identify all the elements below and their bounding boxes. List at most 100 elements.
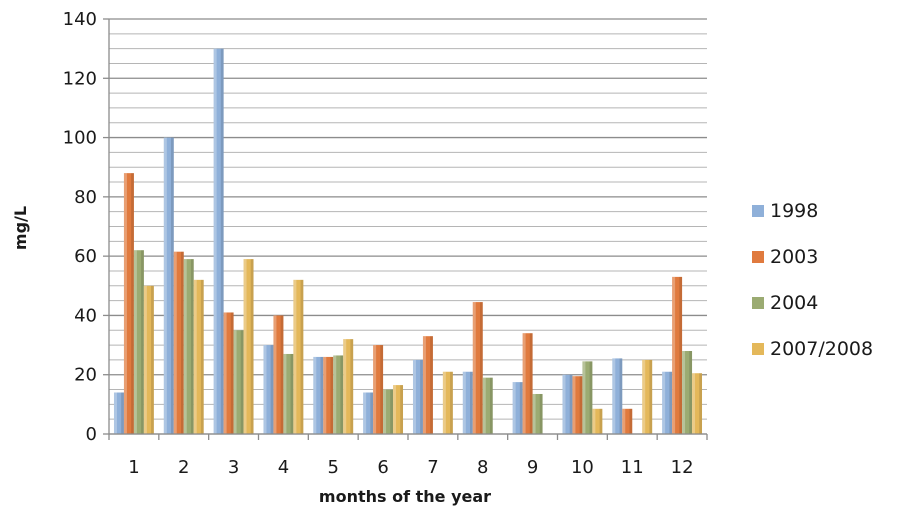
bar-shade <box>320 356 324 434</box>
bar <box>482 377 493 434</box>
bar <box>662 371 673 434</box>
bar-shade <box>280 315 284 434</box>
bar-shade <box>230 312 234 434</box>
bar <box>193 279 204 434</box>
bar-highlight <box>193 279 197 434</box>
bar-fill <box>422 336 433 434</box>
x-tick-label: 3 <box>228 457 239 478</box>
y-axis-title: mg/L <box>11 206 30 250</box>
bar-shade <box>629 408 633 434</box>
bar-highlight <box>512 382 516 434</box>
bar-shade <box>240 330 244 434</box>
bar-fill <box>233 330 244 434</box>
bar-shade <box>479 302 483 434</box>
bars <box>113 48 703 435</box>
bar-highlight <box>462 371 466 434</box>
bar <box>572 376 583 434</box>
x-tick-label: 6 <box>377 457 388 478</box>
bar-shade <box>380 345 384 434</box>
x-tick-label: 7 <box>427 457 438 478</box>
bar-highlight <box>532 393 536 434</box>
bar <box>323 356 334 434</box>
legend-item: 2004 <box>752 280 912 326</box>
bar <box>442 371 453 434</box>
bar-fill <box>243 259 254 434</box>
bar-highlight <box>233 330 237 434</box>
bar-shade <box>539 393 543 434</box>
bar-shade <box>430 336 433 434</box>
y-tick-label: 40 <box>74 305 97 326</box>
bar-shade <box>220 48 224 435</box>
bar-fill <box>223 312 234 434</box>
legend-label: 2004 <box>770 292 819 314</box>
bar-shade <box>619 358 623 434</box>
bar-fill <box>263 345 274 434</box>
bar-highlight <box>173 251 177 434</box>
bar-highlight <box>343 339 347 434</box>
bar-highlight <box>482 377 486 434</box>
bar-highlight <box>373 345 377 434</box>
bar-fill <box>363 392 374 434</box>
bar-fill <box>123 173 134 434</box>
bar-fill <box>273 315 284 434</box>
bar-fill <box>213 48 224 435</box>
legend-item: 2007/2008 <box>752 326 912 372</box>
bar-shade <box>420 359 423 434</box>
legend-swatch <box>752 297 764 309</box>
bar-highlight <box>572 376 576 434</box>
legend-item: 2003 <box>752 234 912 280</box>
bar-fill <box>173 251 184 434</box>
bar <box>642 359 653 434</box>
bar-highlight <box>612 358 616 434</box>
bar <box>373 345 384 434</box>
bar-highlight <box>472 302 476 434</box>
bar <box>692 373 703 434</box>
bar-highlight <box>273 315 277 434</box>
bar-shade <box>589 361 593 434</box>
y-tick-label: 100 <box>63 128 97 149</box>
bar-fill <box>682 351 693 434</box>
bar <box>522 333 533 434</box>
bar-highlight <box>582 361 586 434</box>
x-tick-label: 9 <box>527 457 538 478</box>
bar <box>672 276 683 434</box>
bar-highlight <box>383 389 387 434</box>
bar <box>592 408 603 434</box>
x-tick-label: 11 <box>621 457 644 478</box>
bar-highlight <box>283 353 287 434</box>
bar-shade <box>270 345 274 434</box>
bar-shade <box>579 376 583 434</box>
bar <box>163 137 174 435</box>
bar-fill <box>472 302 483 434</box>
bar <box>462 371 473 434</box>
bar-shade <box>290 353 294 434</box>
bar-highlight <box>243 259 247 434</box>
bar <box>333 355 344 434</box>
bar <box>682 351 693 434</box>
bar <box>283 353 294 434</box>
bar <box>263 345 274 434</box>
bar-fill <box>592 408 603 434</box>
bar-highlight <box>183 259 187 434</box>
bar-shade <box>340 355 344 434</box>
bar-shade <box>529 333 533 434</box>
bar-highlight <box>412 359 416 434</box>
bar-fill <box>412 359 423 434</box>
bar <box>273 315 284 434</box>
bar <box>393 385 404 434</box>
bar <box>243 259 254 434</box>
bar <box>622 408 633 434</box>
bar-shade <box>190 259 194 434</box>
bar <box>412 359 423 434</box>
x-tick-label: 4 <box>278 457 289 478</box>
bar-shade <box>699 373 703 434</box>
bar-fill <box>572 376 583 434</box>
bar-shade <box>250 259 254 434</box>
bar-shade <box>689 351 693 434</box>
legend-item: 1998 <box>752 188 912 234</box>
bar-fill <box>343 339 354 434</box>
bar-highlight <box>143 285 147 434</box>
legend-swatch <box>752 251 764 263</box>
bar-shade <box>469 371 473 434</box>
